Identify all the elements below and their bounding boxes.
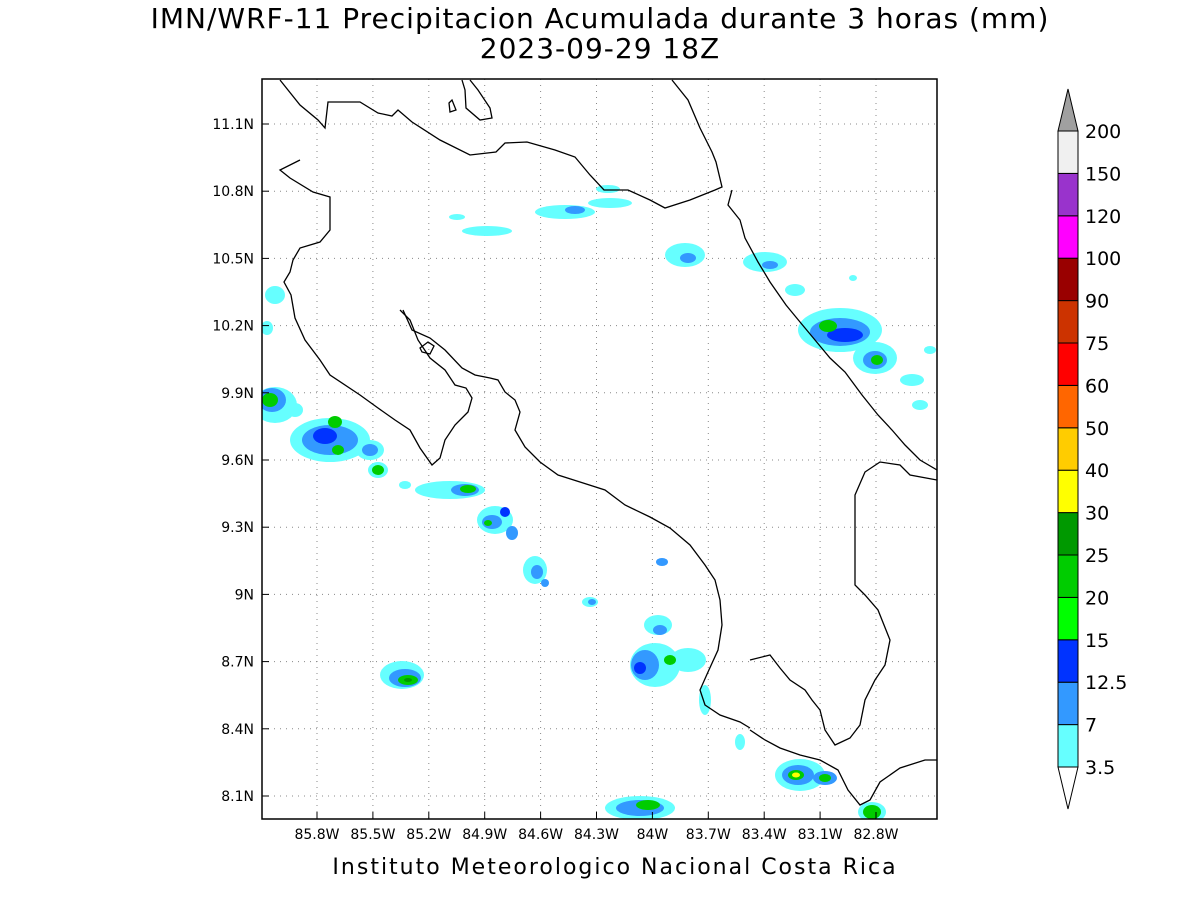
- colorbar-label: 60: [1085, 375, 1109, 397]
- colorbar-label: 75: [1085, 333, 1109, 355]
- rain-cell-south-coast: [605, 759, 886, 819]
- rain-cell-osa: [582, 558, 745, 750]
- colorbar-label: 25: [1085, 545, 1109, 567]
- colorbar-label: 7: [1085, 715, 1097, 737]
- island-ometepe: [448, 98, 457, 113]
- lon-tick-label: 84.9W: [462, 827, 507, 843]
- lat-tick-label: 11.1N: [212, 117, 254, 133]
- lat-tick-label: 9.9N: [221, 386, 254, 402]
- lon-tick-label: 85.2W: [406, 827, 451, 843]
- nicaragua-lake-shore: [279, 79, 723, 209]
- panama-border: [727, 189, 937, 471]
- colorbar-label: 3.5: [1085, 757, 1115, 779]
- lon-tick-label: 84W: [637, 827, 669, 843]
- colorbar-segment: [1057, 512, 1079, 556]
- precipitation-areas: [262, 185, 936, 819]
- colorbar-bottom-triangle: [1057, 766, 1079, 810]
- lat-tick-label: 8.1N: [221, 789, 254, 805]
- pacific-northwest-coast: [278, 159, 473, 466]
- colorbar-segment: [1057, 384, 1079, 429]
- lat-tick-label: 8.4N: [221, 722, 254, 738]
- lat-tick-label: 10.8N: [212, 184, 254, 200]
- longitude-tick-labels: 85.8W 85.5W 85.2W 84.9W 84.6W 84.3W 84W 83.7W 83…: [294, 812, 899, 843]
- colorbar-label: 40: [1085, 460, 1109, 482]
- colorbar-segment: [1057, 596, 1079, 641]
- lon-tick-label: 83.7W: [686, 827, 731, 843]
- colorbar-segment: [1057, 257, 1079, 302]
- colorbar-segment: [1057, 427, 1079, 471]
- lat-tick-label: 8.7N: [221, 655, 254, 671]
- lon-tick-label: 83.1W: [798, 827, 843, 843]
- lat-tick-label: 10.2N: [212, 319, 254, 335]
- rain-cell-central-pacific: [399, 481, 549, 587]
- map-title: IMN/WRF-11 Precipitacion Acumulada duran…: [150, 2, 1050, 35]
- rain-cell-north-plains: [262, 185, 632, 335]
- coastlines-and-borders: [278, 79, 937, 806]
- lake-inner-shore: [461, 79, 493, 121]
- lat-tick-label: 10.5N: [212, 251, 254, 267]
- map-subtitle-datetime: 2023-09-29 18Z: [479, 32, 721, 65]
- map-frame: [261, 78, 938, 820]
- lat-tick-label: 9.3N: [221, 520, 254, 536]
- gulf-nicoya-island: [419, 341, 435, 355]
- colorbar-label: 20: [1085, 587, 1109, 609]
- lon-tick-label: 82.8W: [853, 827, 898, 843]
- colorbar-label: 12.5: [1085, 672, 1127, 694]
- lon-tick-label: 84.6W: [518, 827, 563, 843]
- colorbar-label: 90: [1085, 291, 1109, 313]
- colorbar-segment: [1057, 681, 1079, 726]
- colorbar-label: 50: [1085, 418, 1109, 440]
- colorbar-segment: [1057, 724, 1079, 768]
- precipitation-colorbar: 3.5 7 12.5 15 20 25 30 40 50 60 75 90 100 120 150 200: [1057, 88, 1127, 810]
- lon-tick-label: 85.8W: [294, 827, 339, 843]
- lat-tick-label: 9N: [235, 587, 254, 603]
- colorbar-segment: [1057, 215, 1079, 259]
- lat-tick-label: 9.6N: [221, 453, 254, 469]
- lon-tick-label: 83.4W: [742, 827, 787, 843]
- colorbar-segment: [1057, 300, 1079, 344]
- colorbar-label: 30: [1085, 503, 1109, 525]
- rain-cell-nicoya: [262, 387, 388, 478]
- colorbar-top-triangle: [1057, 88, 1079, 132]
- gulf-nicoya-east: [402, 309, 751, 729]
- footer-credit: Instituto Meteorologico Nacional Costa R…: [332, 855, 898, 880]
- rain-cell-caribbean: [665, 243, 936, 410]
- colorbar-segment: [1057, 172, 1079, 217]
- colorbar-label: 100: [1085, 248, 1121, 270]
- osa-golfo-dulce: [749, 461, 937, 746]
- colorbar-segment: [1057, 469, 1079, 514]
- colorbar-label: 200: [1085, 121, 1121, 143]
- rain-cell-offshore-southwest: [380, 661, 424, 689]
- colorbar-label: 15: [1085, 630, 1109, 652]
- colorbar-segment: [1057, 342, 1079, 386]
- colorbar-label: 120: [1085, 206, 1121, 228]
- colorbar-label: 150: [1085, 163, 1121, 185]
- lon-tick-label: 84.3W: [574, 827, 619, 843]
- colorbar-segment: [1057, 554, 1079, 598]
- latitude-tick-labels: 11.1N 10.8N 10.5N 10.2N 9.9N 9.6N 9.3N 9N 8.7N 8.…: [212, 117, 269, 805]
- colorbar-segment: [1057, 130, 1079, 174]
- lon-tick-label: 85.5W: [350, 827, 395, 843]
- south-pacific-coast: [749, 729, 937, 806]
- colorbar-segment: [1057, 639, 1079, 683]
